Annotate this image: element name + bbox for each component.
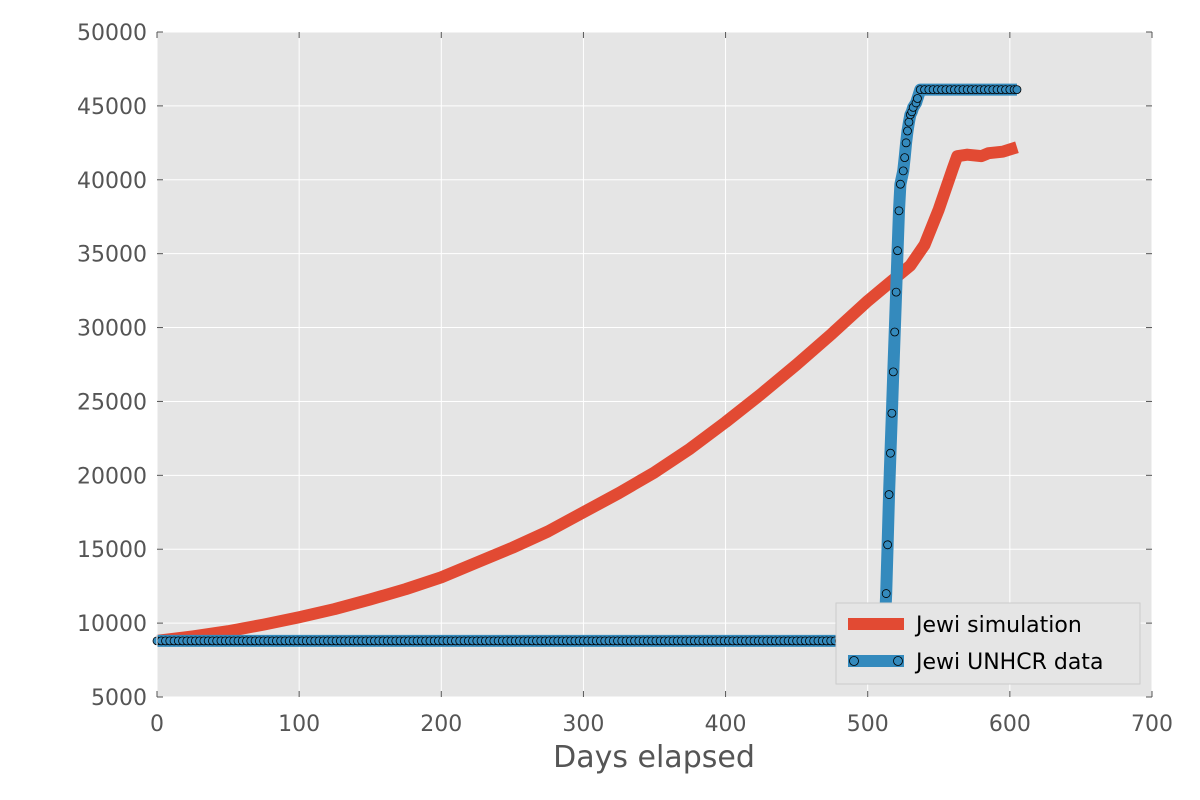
data-point	[913, 94, 922, 103]
data-point	[881, 589, 891, 598]
legend-marker	[849, 656, 859, 666]
legend-label: Jewi UNHCR data	[914, 650, 1103, 675]
x-tick-label: 0	[150, 712, 164, 737]
y-tick-label: 50000	[77, 21, 147, 46]
plot-background	[157, 32, 1152, 697]
data-point	[894, 206, 904, 216]
y-tick-label: 15000	[77, 538, 147, 563]
data-point	[901, 138, 911, 148]
y-tick-label: 5000	[91, 686, 147, 711]
data-point	[893, 246, 902, 256]
x-tick-label: 300	[562, 712, 604, 737]
data-point	[886, 448, 895, 458]
data-point	[887, 408, 897, 418]
legend-box	[835, 602, 1141, 685]
legend: Jewi simulation Jewi UNHCR data	[835, 602, 1141, 685]
y-tick-label: 45000	[77, 95, 147, 120]
simulation-line	[156, 141, 1019, 647]
y-tick-label: 25000	[77, 390, 147, 415]
y-tick-label: 20000	[77, 464, 147, 489]
x-tick-label: 200	[420, 712, 462, 737]
data-point	[888, 367, 898, 377]
data-point	[884, 490, 894, 499]
x-tick-label: 500	[847, 712, 889, 737]
data-point	[883, 540, 893, 550]
x-tick-label: 100	[278, 712, 320, 737]
x-tick-label: 400	[705, 712, 747, 737]
y-tick-label: 30000	[77, 317, 147, 342]
x-tick-label: 700	[1131, 712, 1173, 737]
data-point	[890, 327, 900, 337]
data-point	[1012, 85, 1022, 95]
y-tick-label: 40000	[77, 169, 147, 194]
x-tick-label: 600	[989, 712, 1031, 737]
data-point	[896, 179, 905, 189]
y-tick-label: 10000	[77, 612, 147, 637]
legend-label: Jewi simulation	[914, 613, 1082, 638]
data-point	[891, 287, 901, 297]
data-point	[904, 117, 914, 127]
plot-frame	[156, 31, 1153, 698]
data-point	[903, 126, 912, 136]
series-layer	[152, 83, 1022, 647]
axes: 0 100 200 300 400 500 600 700 5000 10000 15000 2000…	[77, 21, 1173, 737]
y-tick-label: 35000	[77, 243, 147, 268]
x-axis-label: Days elapsed	[553, 740, 755, 775]
unhcr-data-markers	[152, 85, 1022, 646]
data-point	[898, 166, 908, 176]
legend-marker	[893, 656, 903, 666]
data-point	[900, 153, 910, 163]
